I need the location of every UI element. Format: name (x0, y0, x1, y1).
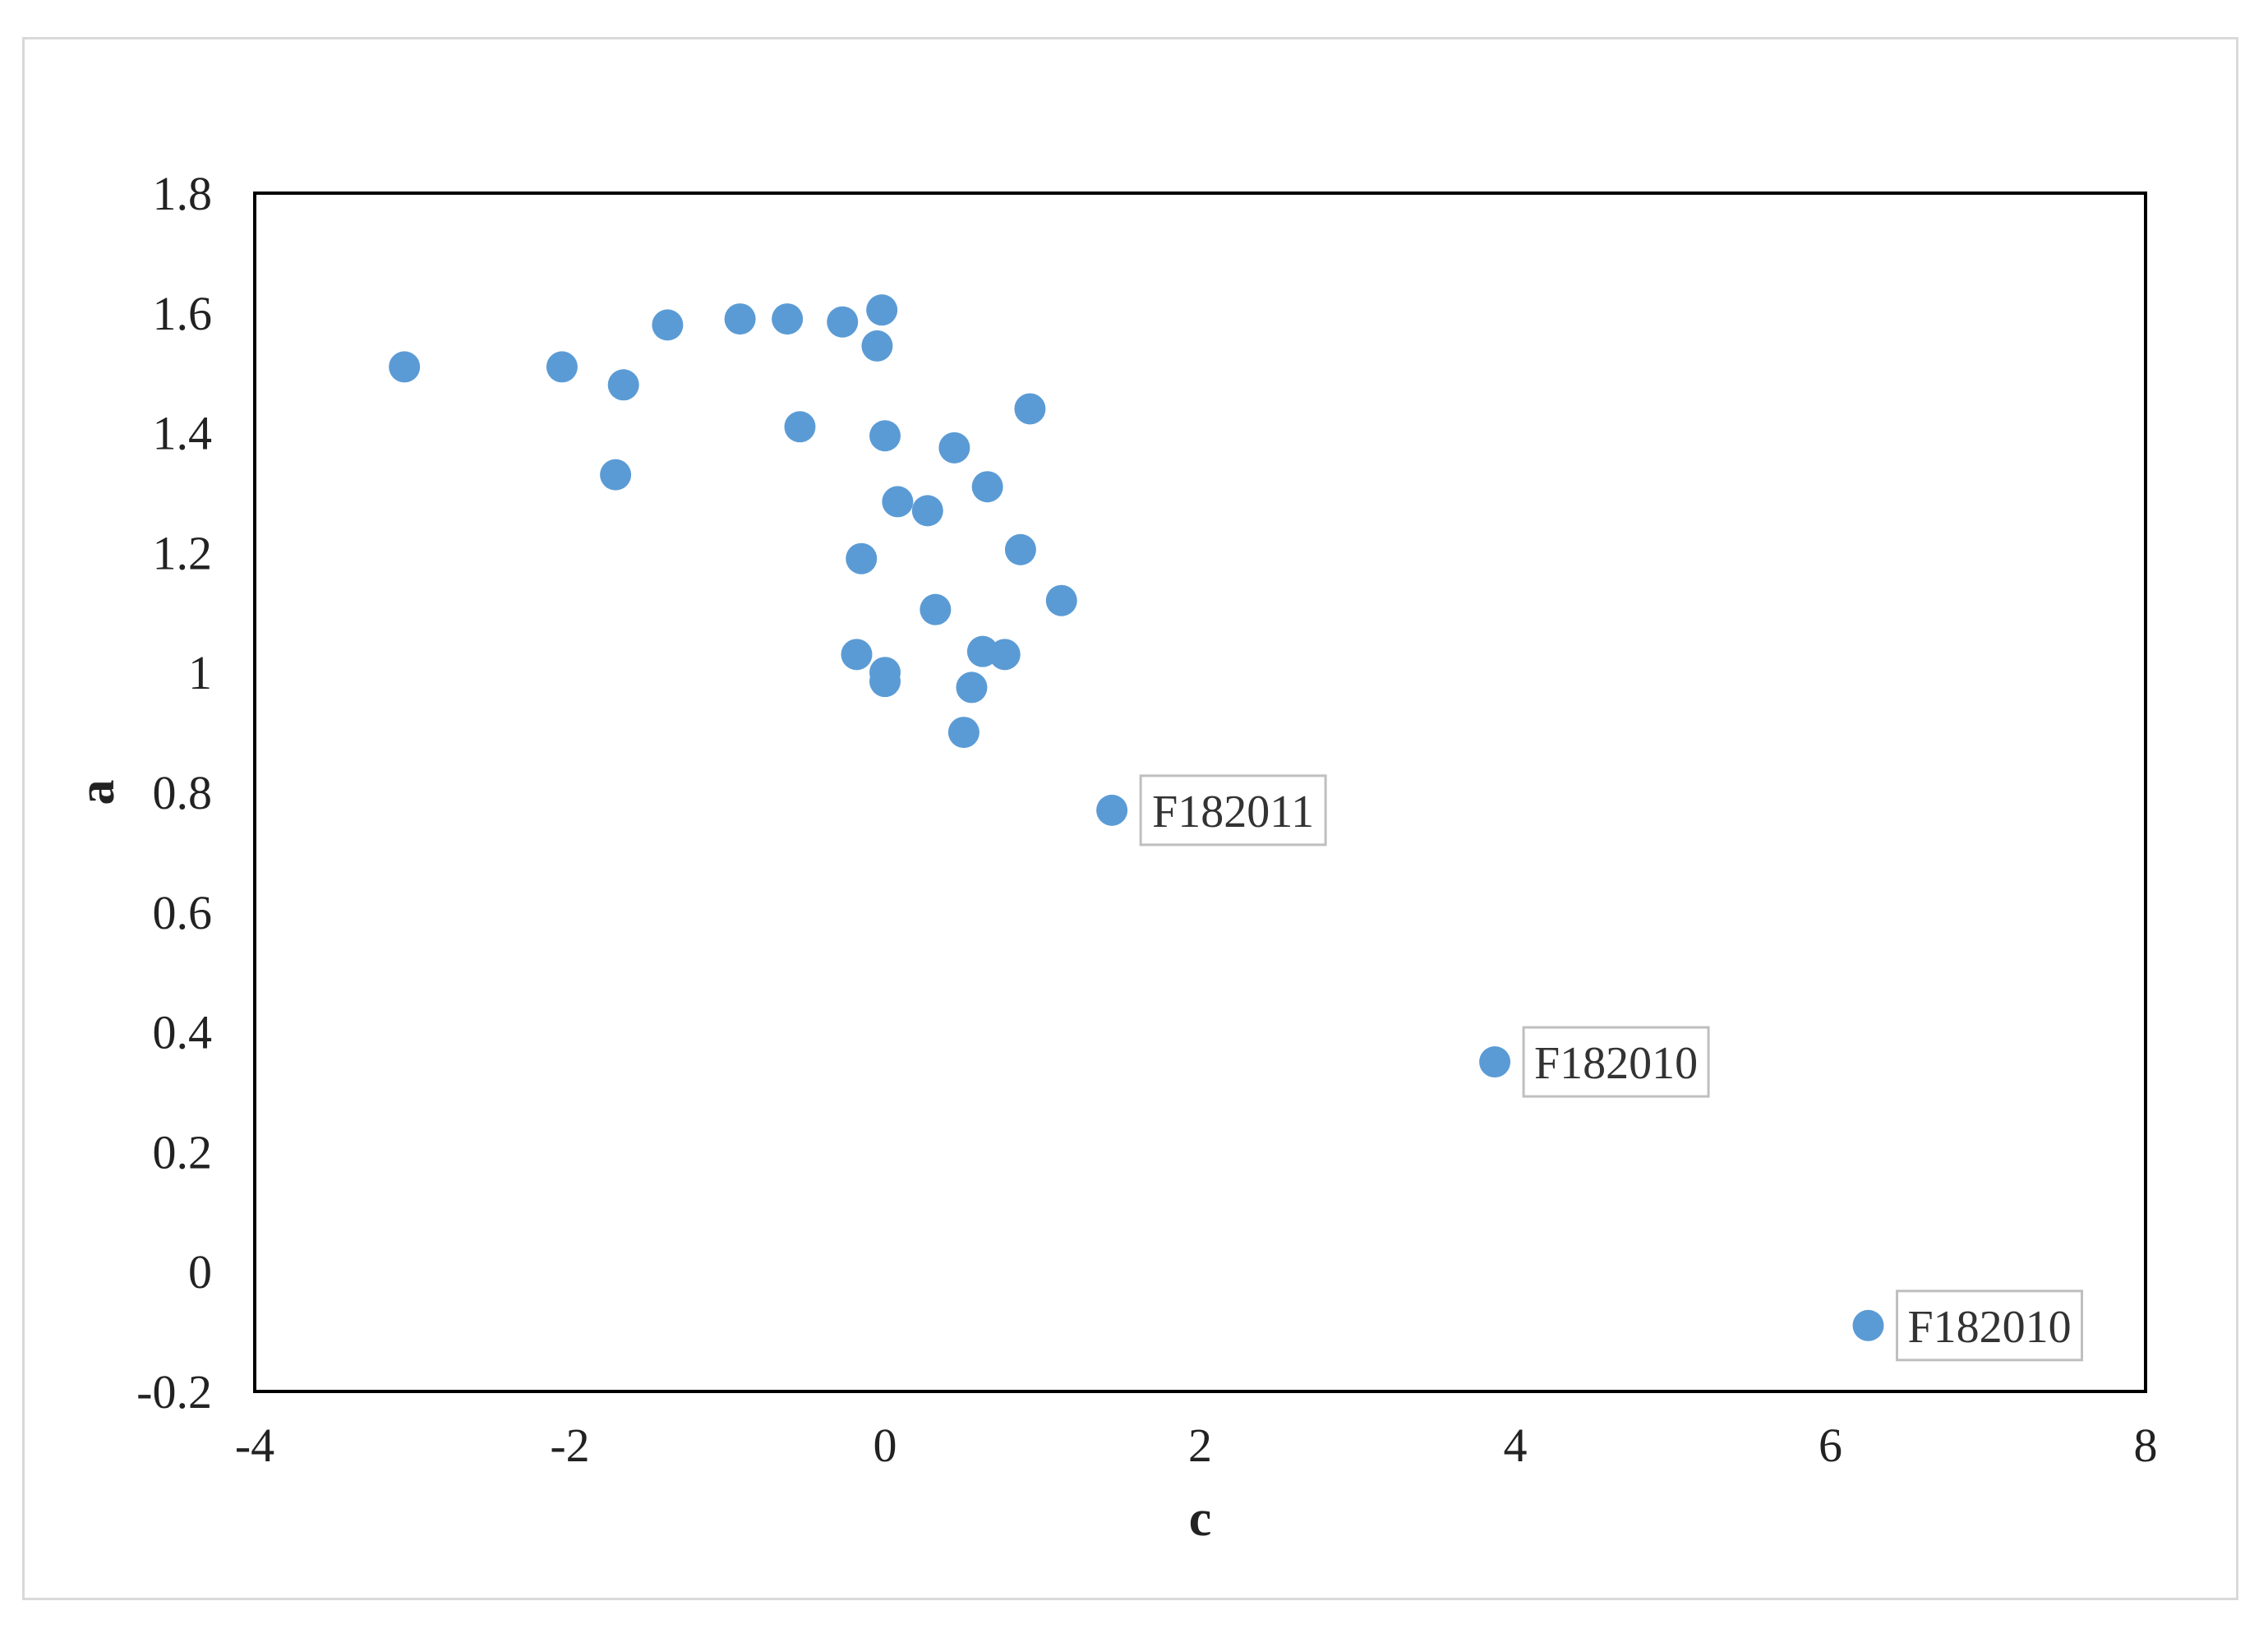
data-point (546, 351, 578, 383)
data-point (607, 369, 639, 401)
data-point (1004, 533, 1036, 565)
data-label-frame (1522, 1026, 1710, 1098)
data-point (882, 486, 914, 518)
y-tick-label: 0.4 (153, 1006, 213, 1059)
x-tick-label: 0 (874, 1419, 897, 1472)
y-tick-label: 1.2 (153, 526, 213, 579)
data-points (389, 294, 1884, 1341)
data-point (724, 303, 756, 335)
chart-frame: -0.2 0 0.2 0.4 0.6 0.8 1 1.2 1.4 1.6 1.8 -4 -2 0 2 4 6 8… (22, 37, 2238, 1600)
y-tick-label: 1.6 (153, 287, 213, 340)
data-label: F182011 (1152, 787, 1314, 837)
y-tick-label: -0.2 (136, 1365, 212, 1419)
x-tick-label: 8 (2134, 1419, 2158, 1472)
x-tick-label: -4 (235, 1419, 274, 1472)
data-point (1479, 1046, 1511, 1078)
point-labels: F182011 F182010 F182010 (1139, 774, 2084, 1362)
x-tick-label: 2 (1188, 1419, 1212, 1472)
data-point (772, 303, 804, 335)
y-tick-label: 0 (188, 1245, 212, 1299)
x-axis-title: c (1189, 1491, 1212, 1547)
data-point (989, 639, 1021, 671)
y-tick-label: 0.2 (153, 1125, 213, 1179)
data-point (1045, 584, 1077, 616)
data-point (1852, 1309, 1884, 1341)
data-point (389, 351, 421, 383)
data-point (956, 671, 988, 704)
y-tick-label: 1.8 (153, 167, 213, 220)
data-label-box: F182010 (1896, 1290, 2084, 1362)
data-label: F182010 (1907, 1302, 2071, 1353)
data-label-box: F182010 (1522, 1026, 1710, 1098)
data-point (869, 666, 901, 698)
data-point (846, 542, 878, 574)
x-tick-label: 4 (1504, 1419, 1528, 1472)
data-point (827, 306, 859, 338)
x-axis-ticks: -4 -2 0 2 4 6 8 (235, 1419, 2158, 1472)
y-axis-ticks: -0.2 0 0.2 0.4 0.6 0.8 1 1.2 1.4 1.6 1.8 (136, 167, 212, 1419)
data-point (971, 471, 1003, 503)
data-point (861, 330, 893, 362)
y-axis-title: a (69, 780, 125, 805)
y-tick-label: 0.8 (153, 766, 213, 819)
data-label: F182010 (1534, 1038, 1698, 1089)
data-label-box: F182011 (1139, 774, 1327, 847)
data-point (911, 495, 943, 527)
data-label-frame (1139, 774, 1327, 847)
data-point (947, 717, 980, 749)
data-point (841, 639, 873, 671)
data-point (920, 593, 952, 625)
data-point (869, 420, 901, 452)
data-point (938, 431, 970, 464)
data-point (600, 459, 632, 491)
data-point (652, 309, 684, 341)
y-tick-label: 0.6 (153, 886, 213, 939)
x-tick-label: -2 (550, 1419, 589, 1472)
data-point (1014, 393, 1046, 425)
y-tick-label: 1.4 (153, 407, 213, 460)
data-point (866, 294, 898, 326)
data-point (1096, 794, 1128, 826)
y-tick-label: 1 (188, 646, 212, 699)
scatter-chart: -0.2 0 0.2 0.4 0.6 0.8 1 1.2 1.4 1.6 1.8 -4 -2 0 2 4 6 8… (69, 167, 2158, 1547)
data-label-frame (1896, 1290, 2084, 1362)
data-point (784, 411, 816, 443)
x-tick-label: 6 (1819, 1419, 1842, 1472)
